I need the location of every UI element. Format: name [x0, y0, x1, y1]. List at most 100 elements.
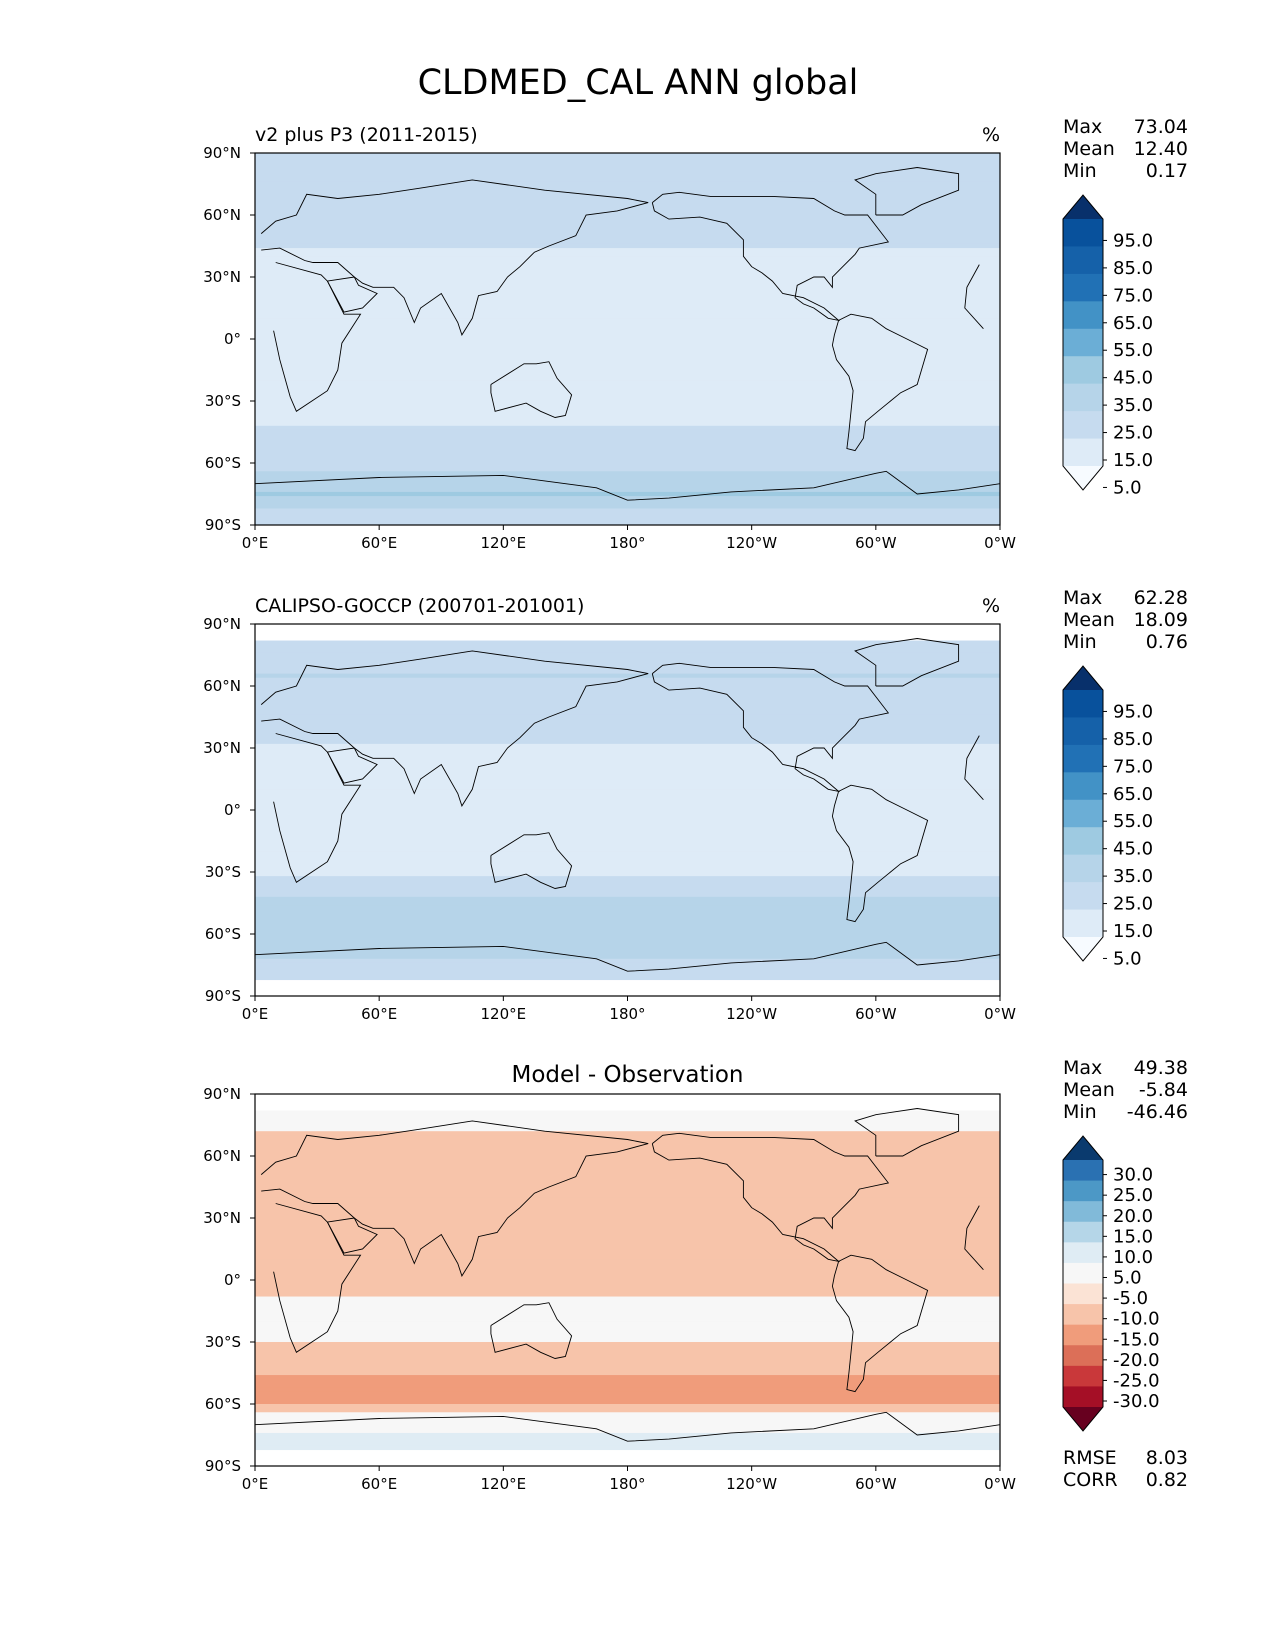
y-tick-label: 60°S — [205, 454, 241, 472]
colorbar: 95.0 85.0 75.0 65.0 55.0 45.0 35.0 25.0 15.0 5.0 — [1062, 665, 1153, 969]
colorbar-label: 35.0 — [1113, 395, 1153, 416]
contour-band — [255, 1189, 1000, 1194]
colorbar-label: -25.0 — [1113, 1370, 1160, 1391]
stat-value: 0.17 — [1146, 160, 1188, 182]
contour-band — [255, 648, 1000, 654]
contour-band — [255, 487, 1000, 493]
contour-band — [255, 277, 1000, 282]
contour-band — [255, 1288, 1000, 1293]
colorbar-segment — [1063, 1365, 1103, 1387]
contour-band — [255, 264, 1000, 270]
contour-band — [255, 1122, 1000, 1128]
contour-band — [255, 867, 1000, 873]
contour-band — [255, 1168, 1000, 1174]
stat-label: Max — [1063, 587, 1102, 609]
contour-band — [255, 694, 1000, 699]
y-tick-label: 30°S — [205, 1333, 241, 1351]
contour-band — [255, 938, 1000, 943]
contour-band — [255, 735, 1000, 741]
contour-band — [255, 723, 1000, 728]
colorbar-segment — [1063, 438, 1103, 467]
x-tick-label: 60°W — [855, 534, 897, 552]
contour-band — [255, 954, 1000, 960]
contour-band — [255, 1304, 1000, 1310]
coastlines — [255, 638, 1000, 996]
colorbar-segment — [1063, 827, 1103, 856]
coastlines — [255, 167, 1000, 525]
colorbar-outline — [1062, 194, 1104, 491]
stat-value: 0.76 — [1146, 631, 1188, 653]
contour-band — [255, 438, 1000, 443]
contour-band — [255, 1127, 1000, 1132]
contour-band — [255, 409, 1000, 414]
coastline — [831, 784, 929, 923]
contour-band — [255, 318, 1000, 324]
contour-band — [255, 1408, 1000, 1413]
colorbar: 30.025.020.015.010.05.0-5.0-10.0-15.0-20… — [1062, 1135, 1160, 1432]
colorbar-segment — [1063, 882, 1103, 911]
colorbar-segment — [1063, 1283, 1103, 1305]
contour-band — [255, 520, 1000, 525]
contour-band — [255, 1346, 1000, 1351]
stat-label: Min — [1063, 631, 1097, 653]
coastline — [831, 1254, 929, 1393]
contour-band — [255, 785, 1000, 790]
contour-band — [255, 872, 1000, 877]
contour-band — [255, 921, 1000, 927]
colorbar-extend-max — [1063, 1136, 1103, 1160]
contour-band — [255, 219, 1000, 224]
colorbar-label: 55.0 — [1113, 811, 1153, 832]
colorbar-label: 25.0 — [1113, 894, 1153, 915]
y-tick-label: 0° — [224, 1271, 241, 1289]
contour-band — [255, 768, 1000, 774]
panel-units: % — [982, 595, 1000, 617]
stat-label: Mean — [1063, 609, 1115, 631]
contour-band — [255, 719, 1000, 724]
contour-band — [255, 764, 1000, 770]
contour-band — [255, 673, 1000, 679]
contour-band — [255, 194, 1000, 200]
contour-band — [255, 442, 1000, 448]
contour-band — [255, 1387, 1000, 1393]
colorbar-segment — [1063, 1386, 1103, 1408]
contour-band — [255, 851, 1000, 857]
contour-band — [255, 1296, 1000, 1302]
colorbar-label: 55.0 — [1113, 340, 1153, 361]
x-tick-label: 60°E — [361, 1005, 397, 1023]
colorbar-segment — [1063, 1160, 1103, 1182]
contour-band — [255, 384, 1000, 390]
contour-band — [255, 305, 1000, 311]
contour-band — [255, 690, 1000, 695]
contour-band — [255, 504, 1000, 510]
contour-band — [255, 789, 1000, 795]
colorbar-segment — [1063, 717, 1103, 746]
contour-band — [255, 1242, 1000, 1248]
x-tick-label: 120°W — [726, 1005, 777, 1023]
contour-band — [255, 314, 1000, 319]
colorbar-segment — [1063, 1221, 1103, 1243]
stat-value: 18.09 — [1134, 609, 1188, 631]
contour-band — [255, 1180, 1000, 1186]
colorbar-label: 95.0 — [1113, 230, 1153, 251]
contour-band — [255, 310, 1000, 315]
colorbar-label: -20.0 — [1113, 1350, 1160, 1371]
contour-band — [255, 1114, 1000, 1120]
contour-band — [255, 776, 1000, 782]
colorbar-segment — [1063, 219, 1103, 247]
contour-band — [255, 1342, 1000, 1347]
contour-band — [255, 702, 1000, 708]
coastline — [854, 1108, 960, 1157]
contour-band — [255, 351, 1000, 357]
contour-band — [255, 1193, 1000, 1198]
contour-band — [255, 239, 1000, 245]
contour-band — [255, 380, 1000, 386]
colorbar-extend-max — [1063, 666, 1103, 690]
contour-band — [255, 946, 1000, 952]
stat-label: Max — [1063, 116, 1102, 138]
contour-band — [255, 425, 1000, 431]
contour-band — [255, 215, 1000, 220]
contour-band — [255, 1275, 1000, 1281]
y-tick-label: 90°S — [205, 987, 241, 1005]
colorbar-label: 5.0 — [1113, 477, 1142, 498]
panel-obs: CALIPSO-GOCCP (200701-201001) % 0°E 60°E 120… — [203, 587, 1188, 1023]
